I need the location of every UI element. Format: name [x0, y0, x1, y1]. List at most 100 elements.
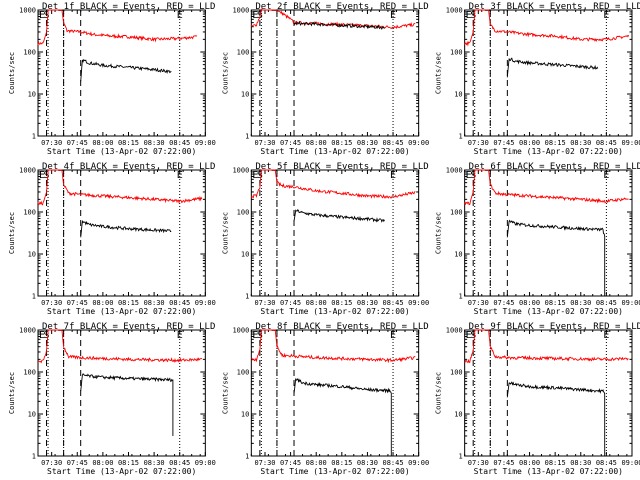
series-line-lld [251, 329, 416, 364]
panel-det-5: Det_5f BLACK = Events, RED = LLD 1 10 100 10… [221, 162, 429, 316]
x-tick-label: 08:30 [144, 139, 165, 147]
x-tick-label: 08:30 [357, 139, 378, 147]
y-tick-label: 100 [450, 49, 463, 57]
x-tick-label: 09:00 [195, 299, 216, 307]
panel-det-8: Det_8f BLACK = Events, RED = LLD 1 10 100 10… [221, 322, 429, 476]
phase-flag: E [252, 330, 258, 341]
phase-flag: E [252, 170, 258, 181]
phase-flag: E [252, 10, 258, 21]
y-tick-label: 10 [241, 91, 249, 99]
phase-flag: E [177, 10, 183, 21]
y-tick-label: 1000 [446, 167, 463, 175]
x-tick-label: 08:45 [596, 139, 617, 147]
y-tick-label: 1000 [446, 7, 463, 15]
x-tick-label: 09:00 [195, 139, 216, 147]
x-tick-label: 08:15 [331, 459, 352, 467]
series-line-lld [37, 169, 203, 206]
y-axis-label: Counts/sec [435, 212, 443, 254]
y-tick-label: 1 [245, 293, 249, 301]
x-tick-label: 08:45 [383, 299, 404, 307]
x-tick-label: 08:45 [169, 299, 190, 307]
x-tick-label: 08:30 [144, 299, 165, 307]
panel-title: Det_8f BLACK = Events, RED = LLD [255, 322, 428, 332]
x-tick-label: 08:15 [545, 459, 566, 467]
y-tick-label: 10 [28, 411, 36, 419]
plot-frame [464, 329, 633, 457]
series-line-events [80, 219, 172, 238]
y-tick-label: 10 [241, 251, 249, 259]
plot-frame [250, 329, 420, 457]
x-tick-label: 08:15 [331, 139, 352, 147]
x-tick-label: 08:00 [92, 299, 113, 307]
x-tick-label: 08:15 [118, 459, 139, 467]
y-tick-label: 1000 [19, 327, 36, 335]
x-tick-label: 08:00 [92, 459, 113, 467]
y-tick-label: 1 [32, 453, 36, 461]
y-tick-label: 10 [454, 411, 462, 419]
x-tick-label: 08:45 [596, 459, 617, 467]
phase-flag: E [390, 170, 396, 181]
phase-flag: E [603, 330, 609, 341]
x-tick-label: 08:45 [169, 139, 190, 147]
phase-flag: S [470, 170, 476, 181]
x-tick-label: 07:30 [41, 139, 62, 147]
phase-flag: S [257, 330, 263, 341]
phase-flag: E [390, 10, 396, 21]
y-tick-label: 1 [32, 133, 36, 141]
panel-det-3: Det_3f BLACK = Events, RED = LLD 1 10 100 10… [435, 2, 640, 156]
x-tick-label: 08:30 [570, 139, 591, 147]
x-tick-label: 07:30 [254, 459, 275, 467]
x-axis-label: Start Time (13-Apr-02 07:22:00) [47, 467, 196, 476]
series-line-lld [464, 9, 630, 47]
phase-flag: E [603, 10, 609, 21]
y-axis-label: Counts/sec [8, 212, 16, 254]
series-line-lld [464, 329, 629, 363]
phase-flag: S [257, 170, 263, 181]
x-tick-label: 07:45 [280, 299, 301, 307]
phase-flag: E [39, 10, 45, 21]
y-tick-label: 1 [245, 453, 249, 461]
x-tick-label: 08:00 [306, 139, 327, 147]
plot-frame [464, 9, 633, 137]
plot-frame [250, 169, 420, 297]
series-line-events [506, 381, 606, 456]
series-line-events [506, 219, 606, 296]
panel-title: Det_4f BLACK = Events, RED = LLD [42, 162, 215, 172]
y-tick-label: 1 [245, 133, 249, 141]
panel-title: Det_3f BLACK = Events, RED = LLD [469, 2, 640, 12]
y-axis-label: Counts/sec [435, 372, 443, 414]
x-tick-label: 08:45 [596, 299, 617, 307]
panel-det-6: Det_6f BLACK = Events, RED = LLD 1 10 100 10… [435, 162, 640, 316]
x-tick-label: 08:00 [306, 299, 327, 307]
phase-flag: E [39, 170, 45, 181]
x-tick-label: 08:45 [383, 459, 404, 467]
phase-flag: E [466, 330, 472, 341]
panel-title: Det_9f BLACK = Events, RED = LLD [469, 322, 640, 332]
x-tick-label: 08:45 [169, 459, 190, 467]
y-tick-label: 10 [454, 251, 462, 259]
phase-flag: E [177, 330, 183, 341]
x-tick-label: 07:30 [468, 299, 489, 307]
x-tick-label: 08:00 [519, 459, 540, 467]
phase-flag: E [39, 330, 45, 341]
x-tick-label: 07:45 [280, 459, 301, 467]
y-tick-label: 10 [241, 411, 249, 419]
series-line-events [293, 209, 385, 223]
phase-flag: S [44, 170, 50, 181]
x-tick-label: 09:00 [621, 139, 640, 147]
x-tick-label: 07:45 [67, 299, 88, 307]
plot-frame [250, 9, 420, 137]
x-tick-label: 08:30 [570, 299, 591, 307]
phase-flag: E [177, 170, 183, 181]
plot-frame [37, 169, 206, 297]
y-tick-label: 100 [237, 369, 250, 377]
series-line-events [80, 373, 174, 436]
panel-det-7: Det_7f BLACK = Events, RED = LLD 1 10 100 10… [8, 322, 216, 476]
x-tick-label: 07:30 [468, 459, 489, 467]
x-tick-label: 07:30 [254, 299, 275, 307]
series-line-lld [37, 329, 203, 364]
y-tick-label: 1 [32, 293, 36, 301]
y-tick-label: 100 [450, 209, 463, 217]
phase-flag: E [390, 330, 396, 341]
